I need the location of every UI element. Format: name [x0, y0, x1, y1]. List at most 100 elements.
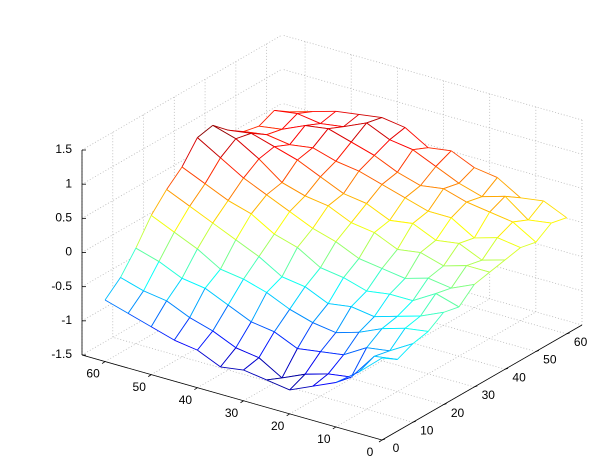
grid-line [143, 319, 444, 406]
mesh-edge [166, 166, 183, 190]
mesh-face [220, 138, 259, 179]
mesh-edge [235, 213, 252, 241]
mesh-edge [343, 114, 360, 128]
mesh-edge [305, 125, 329, 130]
mesh-edge [235, 132, 252, 140]
mesh-edge [212, 330, 237, 349]
mesh-face [235, 321, 275, 358]
mesh-face [189, 288, 229, 332]
mesh-face [397, 223, 436, 253]
mesh-edge [443, 306, 460, 313]
mesh-edge [212, 124, 229, 131]
mesh-face [358, 155, 398, 185]
mesh-edge [197, 349, 221, 368]
mesh-face [466, 259, 506, 273]
mesh-edge [228, 129, 252, 134]
y-tick [148, 374, 152, 377]
mesh-edge [304, 267, 321, 288]
mesh-edge [335, 371, 360, 383]
mesh-face [405, 185, 444, 212]
mesh-edge [150, 189, 168, 216]
mesh-edge [358, 355, 375, 373]
mesh-edge [312, 147, 337, 162]
mesh-edge [297, 247, 321, 269]
mesh-edge [327, 354, 344, 375]
mesh-edge [297, 147, 314, 161]
mesh-edge [404, 315, 421, 329]
mesh-edge [220, 138, 237, 159]
mesh-edge [304, 195, 329, 207]
mesh-edge [335, 222, 352, 243]
mesh-edge [335, 241, 360, 259]
mesh-edge [281, 182, 306, 197]
mesh-edge [266, 134, 290, 146]
mesh-edge [420, 166, 437, 186]
mesh-edge [297, 228, 314, 248]
mesh-edge [281, 276, 306, 288]
mesh-edge [343, 170, 360, 194]
mesh-edge [181, 166, 206, 185]
y-tick-label: 30 [225, 406, 239, 420]
mesh-edge [327, 193, 344, 207]
mesh-edge [358, 328, 383, 333]
mesh-edge [381, 184, 406, 199]
y-tick [101, 361, 106, 364]
mesh-edge [143, 290, 167, 302]
mesh-edge [220, 239, 237, 270]
mesh-edge [266, 292, 290, 310]
mesh-edge [481, 237, 498, 261]
mesh-edge [235, 321, 252, 349]
mesh-edge [389, 278, 406, 295]
mesh-face [420, 293, 459, 317]
mesh-edge [320, 110, 337, 124]
y-tick [194, 387, 198, 391]
mesh-edge [335, 141, 352, 162]
y-tick [286, 413, 290, 417]
mesh-face [451, 265, 490, 289]
mesh-edge [351, 222, 375, 234]
mesh-face [289, 125, 329, 148]
x-tick [566, 332, 570, 335]
mesh-edge [381, 268, 406, 279]
y-tick-label: 60 [86, 367, 100, 381]
mesh-face [343, 328, 382, 355]
mesh-edge [405, 327, 429, 332]
grid-line [174, 301, 475, 388]
mesh-edge [358, 113, 383, 118]
mesh-edge [404, 197, 429, 212]
mesh-edge [389, 328, 406, 352]
mesh-edge [343, 332, 360, 356]
mesh-edge [204, 183, 229, 201]
mesh-edge [258, 110, 275, 127]
grid-line [335, 311, 537, 428]
mesh-edge [227, 200, 252, 215]
mesh-edge [297, 113, 321, 124]
mesh-edge [320, 176, 344, 194]
mesh-edge [320, 123, 344, 128]
mesh-face [320, 161, 359, 194]
mesh-face [212, 305, 252, 348]
mesh-edge [458, 284, 475, 308]
grid-line [81, 102, 283, 219]
z-tick-label: 1 [65, 176, 72, 190]
mesh-face [266, 374, 306, 390]
mesh-edge [397, 149, 414, 173]
mesh-face [451, 202, 490, 238]
mesh-face [228, 279, 267, 322]
mesh-edge [312, 128, 329, 149]
mesh-edge [381, 249, 398, 269]
mesh-edge [528, 219, 552, 224]
mesh-edge [428, 147, 452, 152]
z-tick-label: 0 [65, 245, 72, 259]
mesh-edge [389, 197, 406, 221]
mesh-edge [451, 283, 475, 289]
mesh-edge [235, 138, 260, 160]
x-tick [504, 367, 509, 370]
mesh-edge [327, 205, 352, 224]
mesh-edge [474, 271, 490, 285]
grid-line [235, 266, 536, 352]
mesh-face [320, 332, 359, 355]
grid-line [281, 205, 583, 292]
mesh-edge [343, 277, 367, 292]
grid-line [289, 298, 490, 415]
